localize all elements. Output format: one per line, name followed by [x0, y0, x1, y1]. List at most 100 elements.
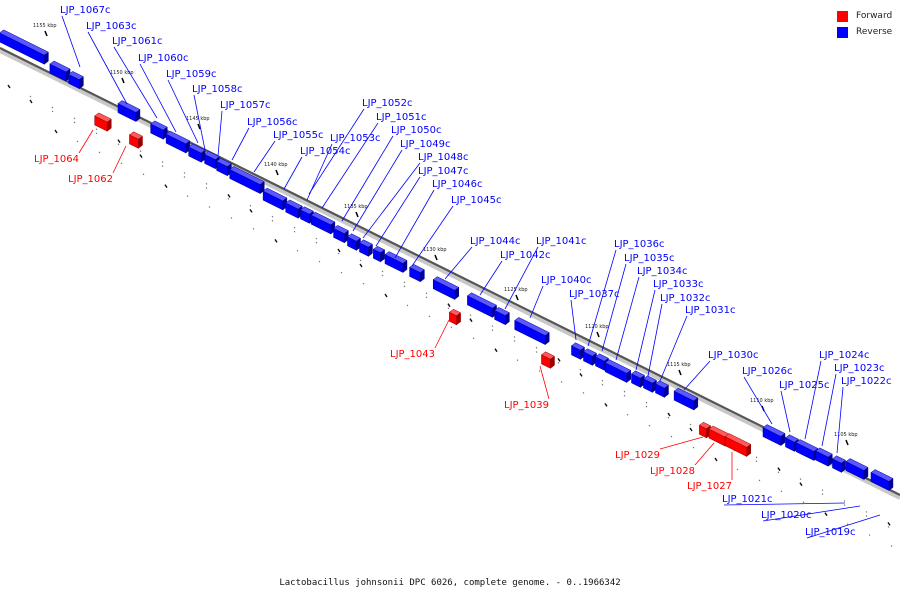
reverse-leader-line	[804, 360, 822, 440]
reverse-gene-box	[347, 233, 361, 251]
scale-tick	[758, 479, 761, 482]
reverse-leader-line	[762, 505, 861, 522]
scale-tick	[362, 282, 365, 285]
reverse-gene-label: LJP_1057c	[220, 100, 271, 111]
reverse-gene-box	[845, 458, 869, 480]
reverse-leader-line	[375, 176, 421, 247]
reverse-leader-line	[113, 46, 158, 119]
scale-tick	[51, 110, 54, 113]
scale-major-tick	[596, 331, 600, 338]
reverse-leader-line	[308, 108, 365, 195]
scale-tick	[249, 208, 253, 213]
scale-tick	[403, 281, 406, 284]
reverse-gene-box	[494, 307, 510, 326]
reverse-gene-label: LJP_1050c	[391, 125, 442, 136]
reverse-gene-box	[514, 317, 550, 346]
forward-gene-label: LJP_1039	[504, 400, 549, 411]
reverse-gene-box	[795, 439, 819, 461]
backbone	[0, 47, 900, 496]
reverse-leader-line	[411, 205, 454, 267]
scale-tick	[535, 351, 538, 353]
forward-gene-box-side	[107, 118, 112, 132]
scale-tick	[557, 357, 561, 362]
forward-gene-label: LJP_1062	[68, 174, 113, 185]
scale-tick	[579, 368, 582, 371]
reverse-leader-line	[394, 189, 435, 259]
scale-tick	[95, 132, 98, 135]
reverse-gene-label: LJP_1063c	[86, 21, 137, 32]
reverse-gene-box	[150, 120, 168, 140]
reverse-swatch	[837, 26, 848, 38]
scale-tick	[337, 248, 341, 253]
reverse-gene-label: LJP_1051c	[376, 112, 427, 123]
scale-tick	[469, 318, 473, 323]
scale-tick	[755, 456, 758, 459]
scale-tick	[73, 117, 76, 120]
scale-tick	[315, 241, 318, 244]
reverse-gene-label: LJP_1067c	[60, 5, 111, 16]
reverse-gene-label: LJP_1040c	[541, 275, 592, 286]
forward-gene-label: LJP_1029	[615, 450, 660, 461]
scale-tick	[623, 390, 626, 393]
reverse-gene-box	[604, 359, 632, 383]
scale-tick	[117, 143, 120, 146]
reverse-leader-line	[217, 110, 223, 157]
forward-gene-box	[724, 433, 752, 457]
scale-tick	[139, 154, 143, 159]
reverse-leader-line	[479, 260, 503, 296]
reverse-gene-box	[359, 239, 373, 257]
scale-tick	[139, 150, 142, 152]
scale-tick	[120, 162, 123, 165]
forward-swatch	[837, 10, 848, 22]
reverse-gene-label: LJP_1049c	[400, 139, 451, 150]
reverse-leader-line	[167, 79, 199, 144]
reverse-gene-label: LJP_1031c	[685, 305, 736, 316]
reverse-gene-box	[655, 380, 669, 398]
reverse-gene-label: LJP_1055c	[273, 130, 324, 141]
scale-tick	[648, 424, 651, 427]
scale-label: 1125 kbp	[504, 287, 528, 293]
scale-tick	[359, 263, 363, 268]
reverse-gene-box	[762, 424, 786, 446]
scale-tick	[208, 206, 211, 208]
scale-major-tick	[121, 77, 125, 84]
scale-tick	[802, 501, 805, 504]
scale-tick	[689, 427, 693, 432]
reverse-gene-box	[571, 342, 585, 360]
scale-tick	[821, 489, 824, 491]
reverse-gene-box-side	[368, 243, 373, 257]
scale-tick	[623, 394, 626, 397]
scale-tick	[447, 307, 450, 310]
scale-tick	[780, 490, 783, 493]
scale-major-tick	[275, 169, 279, 176]
scale-tick	[425, 292, 428, 295]
reverse-gene-box	[815, 447, 833, 467]
reverse-gene-label: LJP_1030c	[708, 350, 759, 361]
scale-tick	[337, 252, 340, 255]
reverse-gene-box	[583, 348, 597, 366]
backbone-shadow	[0, 49, 900, 500]
forward-leader-line	[78, 129, 94, 154]
reverse-leader-line	[283, 156, 303, 190]
scale-tick	[117, 139, 121, 144]
scale-tick	[205, 187, 208, 189]
scale-label: 1130 kbp	[423, 247, 447, 253]
scale-label: 1150 kbp	[110, 70, 134, 76]
reverse-gene-label: LJP_1032c	[660, 293, 711, 304]
scale-tick	[692, 446, 695, 449]
reverse-leader-line	[352, 149, 403, 232]
scale-tick	[227, 193, 231, 198]
reverse-leader-line	[444, 246, 473, 280]
scale-tick	[230, 217, 233, 219]
scale-tick	[755, 460, 758, 463]
reverse-leader-line	[139, 63, 177, 133]
scale-major-tick	[44, 30, 48, 37]
reverse-gene-box	[0, 29, 49, 65]
reverse-leader-line	[61, 15, 81, 68]
scale-tick	[579, 372, 583, 377]
reverse-gene-label: LJP_1020c	[761, 510, 812, 521]
scale-tick	[403, 285, 406, 288]
scale-tick	[227, 198, 230, 200]
scale-tick	[271, 215, 274, 218]
